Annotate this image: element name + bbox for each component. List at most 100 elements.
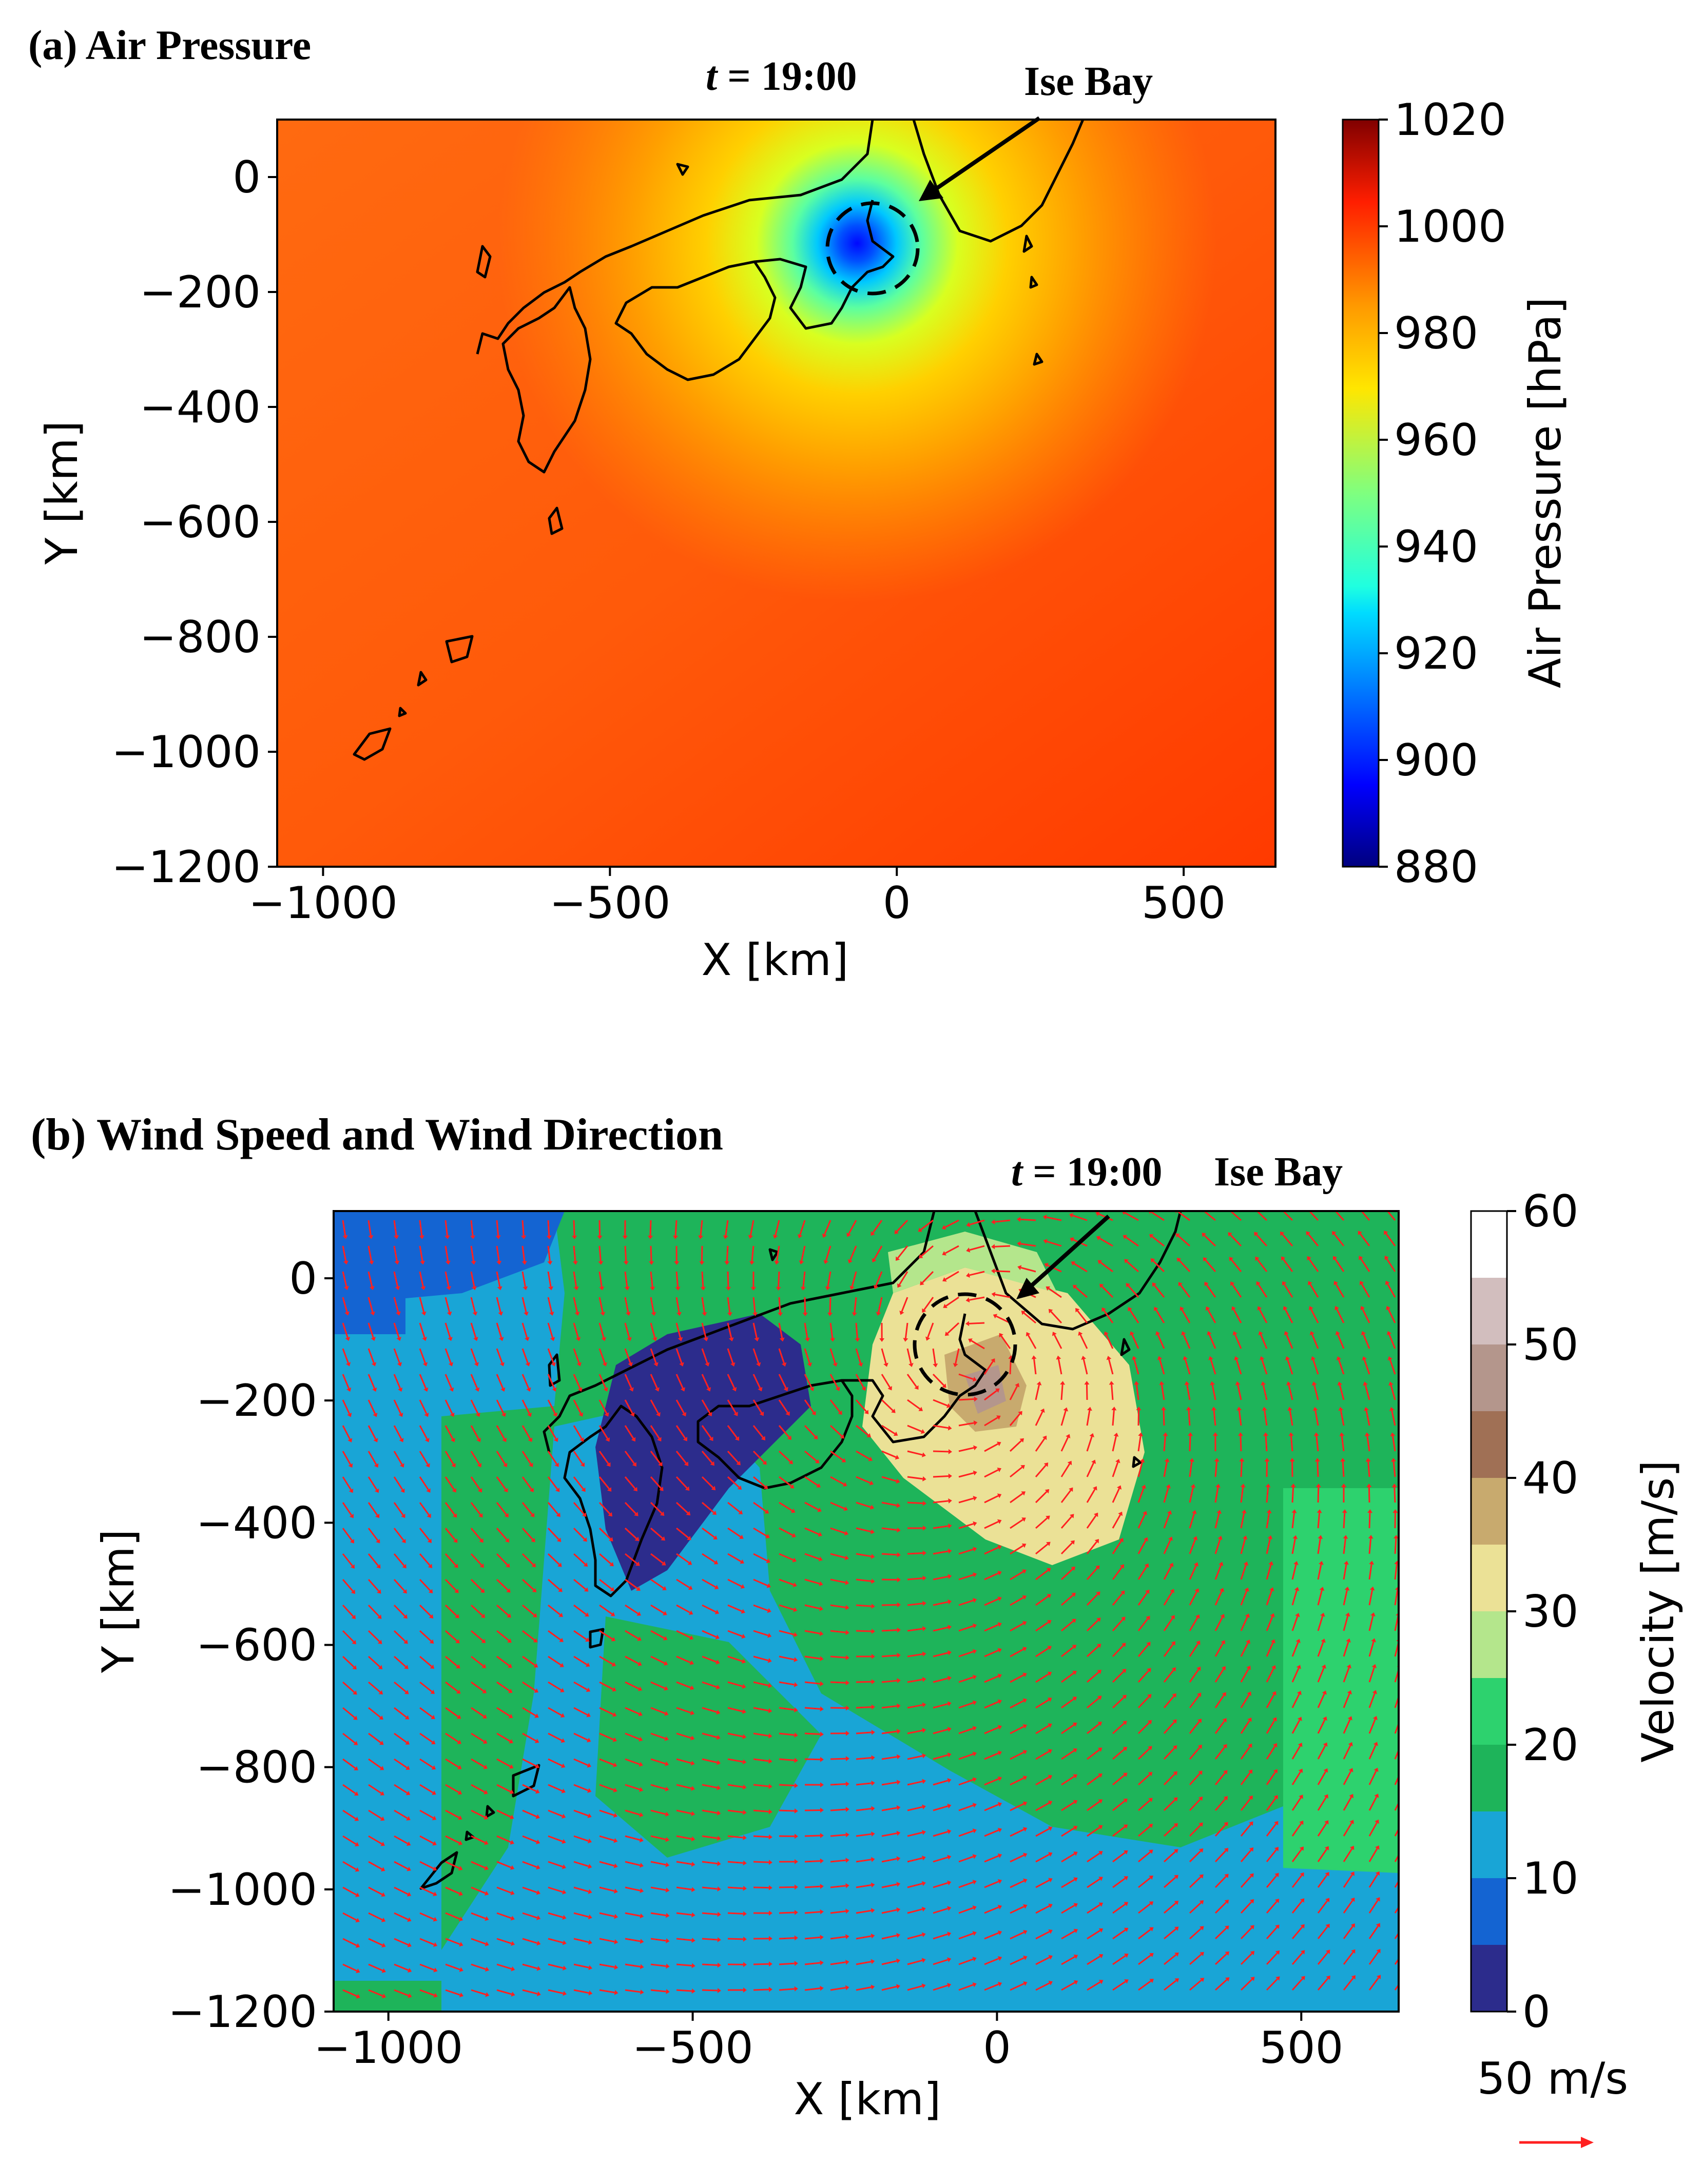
wind-vector bbox=[779, 1732, 795, 1736]
wind-vector-head bbox=[818, 1532, 822, 1537]
wind-vector-head bbox=[768, 1708, 772, 1713]
wind-vector bbox=[830, 1476, 845, 1485]
wind-vector bbox=[625, 1886, 641, 1892]
wind-strong-zone-rim bbox=[888, 1232, 1057, 1293]
wind-vector bbox=[830, 1630, 846, 1633]
wind-vector-head bbox=[1243, 1561, 1249, 1566]
wind-vector-head bbox=[1046, 1542, 1051, 1546]
wind-vector bbox=[702, 1681, 717, 1688]
wind-vector bbox=[419, 1681, 433, 1692]
wind-vector bbox=[727, 1604, 743, 1612]
wind-vector-head bbox=[768, 1986, 772, 1992]
wind-vector-head bbox=[1391, 1484, 1397, 1488]
wind-vector bbox=[367, 1425, 377, 1440]
wind-vector bbox=[419, 1553, 431, 1566]
wind-vector-head bbox=[725, 1286, 731, 1291]
wind-vector bbox=[881, 1502, 897, 1507]
wind-vector bbox=[1388, 1334, 1396, 1349]
wind-vector-head bbox=[740, 1559, 745, 1564]
wind-vector bbox=[368, 1809, 382, 1820]
wind-vector bbox=[804, 1885, 821, 1888]
wind-vector-head bbox=[379, 1715, 383, 1720]
wind-vector-head bbox=[714, 1609, 720, 1614]
wind-vector-head bbox=[767, 1608, 771, 1613]
wind-vector bbox=[753, 1502, 767, 1512]
wind-vector-head bbox=[481, 1639, 486, 1643]
wind-vector-head bbox=[576, 1362, 582, 1367]
wind-vector bbox=[804, 1553, 820, 1560]
wind-vector-head bbox=[691, 1938, 695, 1943]
wind-vector-head bbox=[1198, 1770, 1203, 1775]
wind-vector-head bbox=[922, 1500, 926, 1506]
wind-vector-head bbox=[815, 1459, 820, 1464]
wind-vector bbox=[675, 1271, 679, 1288]
wind-vector-head bbox=[1022, 1750, 1028, 1755]
wind-vector bbox=[779, 1553, 794, 1561]
wind-vector-head bbox=[456, 1714, 461, 1719]
wind-vector bbox=[444, 1528, 456, 1541]
wind-vector bbox=[1266, 1590, 1273, 1606]
wind-vector-head bbox=[1270, 1613, 1275, 1617]
wind-vector-head bbox=[727, 1312, 732, 1316]
wind-vector-head bbox=[350, 1539, 354, 1544]
wind-vector bbox=[1312, 1359, 1319, 1375]
wind-vector-head bbox=[529, 1488, 534, 1492]
wind-vector-head bbox=[430, 1664, 435, 1669]
wind-vector bbox=[548, 1963, 564, 1969]
wind-vector-head bbox=[991, 1358, 995, 1363]
wind-vector bbox=[1189, 1850, 1202, 1863]
wind-vector bbox=[548, 1989, 564, 1995]
wind-vector-head bbox=[820, 1909, 824, 1915]
wind-vector bbox=[1266, 1978, 1278, 1991]
panel-b-xtick-label: 500 bbox=[1259, 2022, 1343, 2074]
wind-vector bbox=[496, 1989, 512, 1995]
wind-vector bbox=[1061, 1620, 1074, 1632]
wind-vector-head bbox=[879, 1338, 885, 1342]
wind-vector bbox=[496, 1374, 504, 1389]
wind-vector-head bbox=[1084, 1381, 1090, 1385]
wind-vector-head bbox=[354, 1817, 359, 1821]
wind-vector-head bbox=[691, 1887, 695, 1893]
wind-vector-head bbox=[896, 1503, 901, 1508]
wind-vector-head bbox=[1228, 1232, 1232, 1237]
wind-vector-head bbox=[768, 1809, 772, 1815]
wind-vector bbox=[727, 1553, 742, 1563]
wind-vector-head bbox=[534, 1688, 539, 1693]
wind-vector bbox=[1343, 1977, 1354, 1991]
wind-vector-head bbox=[634, 1512, 639, 1516]
wind-vector-head bbox=[611, 1662, 616, 1667]
wind-vector bbox=[1183, 1334, 1191, 1349]
wind-vector bbox=[342, 1604, 354, 1617]
wind-vector bbox=[1035, 1384, 1040, 1400]
wind-vector bbox=[1208, 1334, 1216, 1349]
colorbar-b-tick-label: 30 bbox=[1522, 1586, 1578, 1637]
wind-vector-head bbox=[1369, 1586, 1375, 1591]
wind-vector-head bbox=[1299, 1846, 1304, 1851]
wind-vector bbox=[368, 1707, 381, 1718]
wind-vector bbox=[752, 1348, 760, 1363]
wind-vector bbox=[419, 1886, 434, 1895]
wind-vector-head bbox=[1154, 1306, 1158, 1312]
wind-vector-head bbox=[896, 1907, 901, 1913]
wind-vector bbox=[881, 1654, 898, 1658]
wind-vector bbox=[933, 1626, 949, 1632]
wind-vector bbox=[1309, 1283, 1319, 1298]
wind-vector bbox=[1363, 1334, 1370, 1349]
wind-vector-head bbox=[583, 1537, 587, 1542]
wind-vector-head bbox=[1298, 1743, 1303, 1747]
wind-vector-head bbox=[1349, 1820, 1354, 1824]
wind-vector-head bbox=[1189, 1458, 1194, 1462]
wind-vector bbox=[701, 1297, 705, 1313]
wind-vector bbox=[1291, 1745, 1301, 1760]
wind-vector bbox=[1157, 1334, 1165, 1349]
wind-vector-head bbox=[1197, 1692, 1202, 1698]
wind-vector-head bbox=[666, 1963, 670, 1969]
wind-vector-head bbox=[948, 1498, 952, 1504]
wind-vector bbox=[444, 1245, 449, 1261]
wind-vector-head bbox=[1288, 1432, 1294, 1436]
wind-vector-head bbox=[897, 1527, 901, 1533]
wind-vector-head bbox=[1056, 1355, 1061, 1360]
wind-vector-head bbox=[1197, 1744, 1202, 1749]
wind-vector-head bbox=[871, 1628, 875, 1634]
wind-vector bbox=[701, 1322, 707, 1338]
